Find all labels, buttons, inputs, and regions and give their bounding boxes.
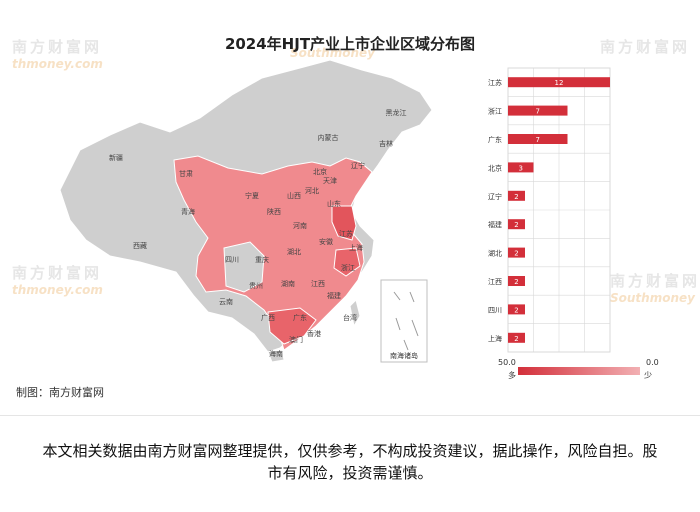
map-province-label: 山东 bbox=[327, 199, 341, 208]
bar-category-label: 上海 bbox=[488, 334, 502, 343]
map-highlight-region bbox=[173, 155, 373, 351]
map-province-label: 陕西 bbox=[267, 207, 281, 216]
china-map: 南海诸岛 黑龙江吉林内蒙古辽宁北京天津河北山西山东新疆甘肃宁夏陕西河南江苏青海西… bbox=[59, 59, 611, 363]
bar-value-label: 2 bbox=[514, 306, 518, 314]
map-province-label: 辽宁 bbox=[351, 161, 365, 170]
bar-category-label: 广东 bbox=[488, 135, 502, 144]
bar-category-label: 辽宁 bbox=[488, 192, 502, 201]
bar-category-label: 湖北 bbox=[488, 249, 502, 258]
bar-category-label: 四川 bbox=[488, 306, 502, 314]
bar-value-label: 7 bbox=[536, 108, 540, 116]
bar-category-label: 福建 bbox=[488, 220, 502, 229]
disclaimer-text: 本文相关数据由南方财富网整理提供，仅供参考，不构成投资建议，据此操作，风险自担。… bbox=[42, 442, 658, 482]
south-sea-islands bbox=[393, 291, 419, 351]
legend-min: 0.0 bbox=[646, 358, 659, 367]
bar[interactable] bbox=[508, 332, 525, 343]
bar[interactable] bbox=[508, 219, 525, 230]
map-province-label: 江苏 bbox=[339, 229, 353, 238]
south-sea-label: 南海诸岛 bbox=[390, 351, 418, 360]
map-province-label: 河北 bbox=[305, 187, 319, 195]
map-land-gap bbox=[223, 241, 265, 293]
bar-value-label: 2 bbox=[514, 278, 518, 286]
bar-value-label: 2 bbox=[514, 193, 518, 201]
map-province-label: 安徽 bbox=[319, 237, 333, 246]
map-hainan bbox=[267, 349, 285, 363]
map-zhejiang bbox=[333, 247, 361, 277]
bar-value-label: 7 bbox=[536, 136, 540, 144]
map-province-label: 海南 bbox=[269, 349, 283, 358]
map-province-label: 北京 bbox=[313, 167, 327, 176]
map-province-label: 西藏 bbox=[133, 241, 147, 250]
legend-max: 50.0 bbox=[498, 358, 516, 367]
bar[interactable] bbox=[508, 77, 610, 88]
bar-category-label: 北京 bbox=[488, 163, 502, 172]
bar[interactable] bbox=[508, 247, 525, 258]
watermark: 南方财富网 Southmoney bbox=[610, 272, 700, 305]
map-guangdong bbox=[267, 307, 317, 345]
chart-credit: 制图：南方财富网 bbox=[16, 386, 104, 399]
map-province-label: 广西 bbox=[261, 313, 275, 322]
watermark: Southmoney bbox=[290, 46, 375, 60]
map-province-label: 澳门 bbox=[289, 335, 303, 344]
map-province-label: 贵州 bbox=[249, 281, 263, 290]
legend-color-ramp[interactable] bbox=[518, 367, 640, 375]
map-province-label: 上海 bbox=[349, 243, 363, 252]
watermark: 南方财富网 thmoney.com bbox=[12, 264, 103, 297]
map-jiangsu bbox=[331, 205, 357, 241]
bar-category-label: 浙江 bbox=[488, 107, 502, 116]
map-province-label: 黑龙江 bbox=[386, 108, 407, 117]
watermark: 南方财富网 thmoney.com bbox=[12, 38, 103, 71]
bar-value-label: 2 bbox=[514, 250, 518, 258]
map-province-label: 青海 bbox=[181, 207, 195, 216]
map-province-label: 河南 bbox=[293, 221, 307, 230]
map-province-label: 浙江 bbox=[341, 263, 355, 272]
map-province-label: 重庆 bbox=[255, 255, 269, 264]
map-province-label: 四川 bbox=[225, 256, 239, 264]
map-province-label: 台湾 bbox=[343, 313, 357, 322]
visual-map-legend[interactable]: 50.0 0.0 多 少 bbox=[494, 358, 664, 380]
map-province-label: 内蒙古 bbox=[318, 133, 339, 142]
bar[interactable] bbox=[508, 162, 534, 173]
bar-category-label: 江苏 bbox=[488, 78, 502, 87]
bar[interactable] bbox=[508, 105, 568, 116]
map-province-label: 新疆 bbox=[109, 153, 123, 162]
map-province-label: 甘肃 bbox=[179, 169, 193, 178]
bar-value-label: 2 bbox=[514, 221, 518, 229]
map-province-label: 吉林 bbox=[379, 139, 393, 148]
map-province-label: 山西 bbox=[287, 191, 301, 200]
bar[interactable] bbox=[508, 304, 525, 315]
map-province-label: 广东 bbox=[293, 313, 307, 322]
map-province-label: 云南 bbox=[219, 297, 233, 306]
bar[interactable] bbox=[508, 190, 525, 201]
bar-value-label: 12 bbox=[555, 79, 564, 87]
bar[interactable] bbox=[508, 276, 525, 286]
chart-title: 2024年HJT产业上市企业区域分布图 bbox=[224, 35, 476, 53]
legend-few-label: 少 bbox=[644, 371, 652, 380]
south-sea-inset bbox=[380, 279, 428, 363]
map-province-label: 湖北 bbox=[287, 247, 301, 256]
bar-value-label: 2 bbox=[514, 335, 518, 343]
bar-category-label: 江西 bbox=[488, 278, 502, 286]
map-province-label: 湖南 bbox=[281, 279, 295, 288]
map-taiwan bbox=[349, 299, 361, 328]
bar[interactable] bbox=[508, 134, 568, 144]
map-province-label: 福建 bbox=[327, 291, 341, 300]
bar-value-label: 3 bbox=[519, 164, 523, 172]
map-province-label: 天津 bbox=[323, 177, 337, 185]
legend-many-label: 多 bbox=[508, 371, 516, 380]
map-province-label: 香港 bbox=[307, 329, 321, 338]
watermark: 南方财富网 bbox=[600, 38, 691, 56]
map-province-label: 宁夏 bbox=[245, 191, 259, 200]
chart-frame: 南方财富网 thmoney.com 南方财富网 thmoney.com 南方财富网 … bbox=[0, 35, 700, 416]
map-province-label: 江西 bbox=[311, 280, 325, 288]
